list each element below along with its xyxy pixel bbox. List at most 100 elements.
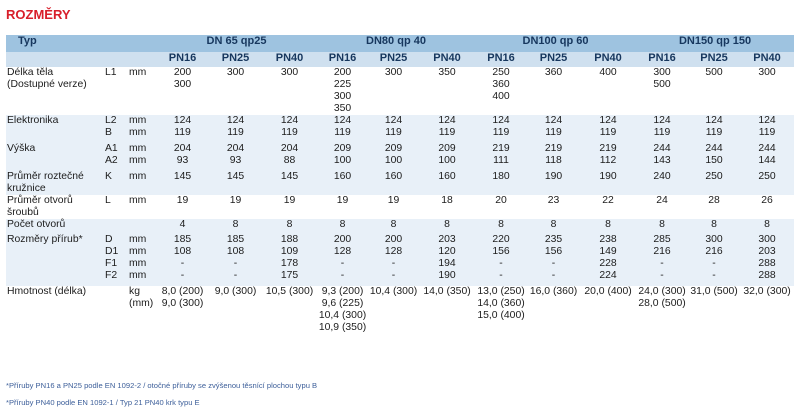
value-cell: 219 118 — [527, 143, 581, 171]
row-label: Elektronika — [6, 115, 104, 143]
value-cell: 124 119 — [368, 115, 420, 143]
row-label: Počet otvorů — [6, 219, 104, 234]
pressure-class-header: PN16 — [156, 52, 210, 67]
value-cell: 8 — [209, 219, 263, 234]
row-unit: mm — [128, 171, 157, 195]
value-cell: 8 — [636, 219, 689, 234]
value-cell: 13,0 (250) 14,0 (360) 15,0 (400) — [475, 286, 528, 336]
value-cell: 124 119 — [156, 115, 210, 143]
value-cell: 204 88 — [262, 143, 318, 171]
row-unit: mm mm — [128, 143, 157, 171]
value-cell: 145 — [156, 171, 210, 195]
value-cell: 9,3 (200) 9,6 (225) 10,4 (300) 10,9 (350… — [317, 286, 369, 336]
footnote: *Příruby PN40 podle EN 1092-1 / Typ 21 P… — [6, 398, 200, 407]
blank-cell — [6, 52, 157, 67]
value-cell: 124 119 — [580, 115, 637, 143]
value-cell: 124 119 — [740, 115, 795, 143]
value-cell: 209 100 — [317, 143, 369, 171]
row-unit — [128, 219, 157, 234]
value-cell: 244 143 — [636, 143, 689, 171]
value-cell: 19 — [368, 195, 420, 219]
value-cell: 19 — [262, 195, 318, 219]
value-cell: 250 360 400 — [475, 67, 528, 115]
table-row: Délka těla (Dostupné verze) L1 mm 200 300 30… — [6, 67, 795, 115]
value-cell: 250 — [688, 171, 741, 195]
dimensions-table: Typ DN 65 qp25 DN80 qp 40 DN100 qp 60 DN… — [6, 35, 795, 336]
value-cell: 185 108 - - — [156, 234, 210, 286]
row-unit: mm — [128, 195, 157, 219]
value-cell: 8 — [317, 219, 369, 234]
value-cell: 500 — [688, 67, 741, 115]
value-cell: 124 119 — [317, 115, 369, 143]
row-unit: mm mm mm mm — [128, 234, 157, 286]
column-header-typ: Typ — [6, 35, 157, 52]
pressure-class-header: PN40 — [740, 52, 795, 67]
footnotes: *Příruby PN16 a PN25 podle EN 1092-2 / o… — [6, 377, 317, 411]
row-unit: mm — [128, 67, 157, 115]
group-header: DN 65 qp25 — [156, 35, 318, 52]
value-cell: 250 — [740, 171, 795, 195]
row-label: Hmotnost (délka) — [6, 286, 104, 336]
value-cell: 8 — [740, 219, 795, 234]
value-cell: 23 — [527, 195, 581, 219]
value-cell: 10,4 (300) — [368, 286, 420, 336]
value-cell: 300 — [368, 67, 420, 115]
value-cell: 300 — [740, 67, 795, 115]
value-cell: 8 — [527, 219, 581, 234]
value-cell: 350 — [419, 67, 476, 115]
group-header: DN150 qp 150 — [636, 35, 795, 52]
value-cell: 20,0 (400) — [580, 286, 637, 336]
table-header-row: Typ DN 65 qp25 DN80 qp 40 DN100 qp 60 DN… — [6, 35, 795, 52]
row-symbol: A1 A2 — [104, 143, 128, 171]
group-header: DN80 qp 40 — [317, 35, 476, 52]
value-cell: 238 149 228 224 — [580, 234, 637, 286]
row-label: Rozměry přírub* — [6, 234, 104, 286]
value-cell: 219 111 — [475, 143, 528, 171]
pressure-class-header: PN40 — [262, 52, 318, 67]
pressure-class-header: PN40 — [419, 52, 476, 67]
pressure-class-header: PN25 — [527, 52, 581, 67]
table-row: Hmotnost (délka) kg (mm) 8,0 (200) 9,0 (30… — [6, 286, 795, 336]
value-cell: 190 — [527, 171, 581, 195]
value-cell: 300 — [209, 67, 263, 115]
value-cell: 188 109 178 175 — [262, 234, 318, 286]
value-cell: 124 119 — [262, 115, 318, 143]
value-cell: 18 — [419, 195, 476, 219]
row-label: Výška — [6, 143, 104, 171]
table-row: Rozměry přírub* D D1 F1 F2 mm mm mm mm 185 … — [6, 234, 795, 286]
row-unit: kg (mm) — [128, 286, 157, 336]
value-cell: 4 — [156, 219, 210, 234]
pressure-class-header: PN16 — [475, 52, 528, 67]
row-symbol — [104, 219, 128, 234]
value-cell: 204 93 — [156, 143, 210, 171]
value-cell: 26 — [740, 195, 795, 219]
row-symbol: L2 B — [104, 115, 128, 143]
value-cell: 124 119 — [419, 115, 476, 143]
value-cell: 31,0 (500) — [688, 286, 741, 336]
value-cell: 300 500 — [636, 67, 689, 115]
value-cell: 124 119 — [636, 115, 689, 143]
value-cell: 360 — [527, 67, 581, 115]
pressure-class-header: PN25 — [368, 52, 420, 67]
value-cell: 8 — [475, 219, 528, 234]
value-cell: 200 225 300 350 — [317, 67, 369, 115]
value-cell: 8 — [419, 219, 476, 234]
value-cell: 19 — [317, 195, 369, 219]
value-cell: 203 120 194 190 — [419, 234, 476, 286]
value-cell: 145 — [262, 171, 318, 195]
value-cell: 22 — [580, 195, 637, 219]
value-cell: 16,0 (360) — [527, 286, 581, 336]
value-cell: 124 119 — [688, 115, 741, 143]
value-cell: 300 — [262, 67, 318, 115]
pressure-class-row: PN16 PN25 PN40 PN16 PN25 PN40 PN16 PN25 PN40 PN16… — [6, 52, 795, 67]
value-cell: 124 119 — [209, 115, 263, 143]
value-cell: 19 — [156, 195, 210, 219]
row-symbol: D D1 F1 F2 — [104, 234, 128, 286]
value-cell: 300 216 - - — [688, 234, 741, 286]
value-cell: 24 — [636, 195, 689, 219]
value-cell: 28 — [688, 195, 741, 219]
